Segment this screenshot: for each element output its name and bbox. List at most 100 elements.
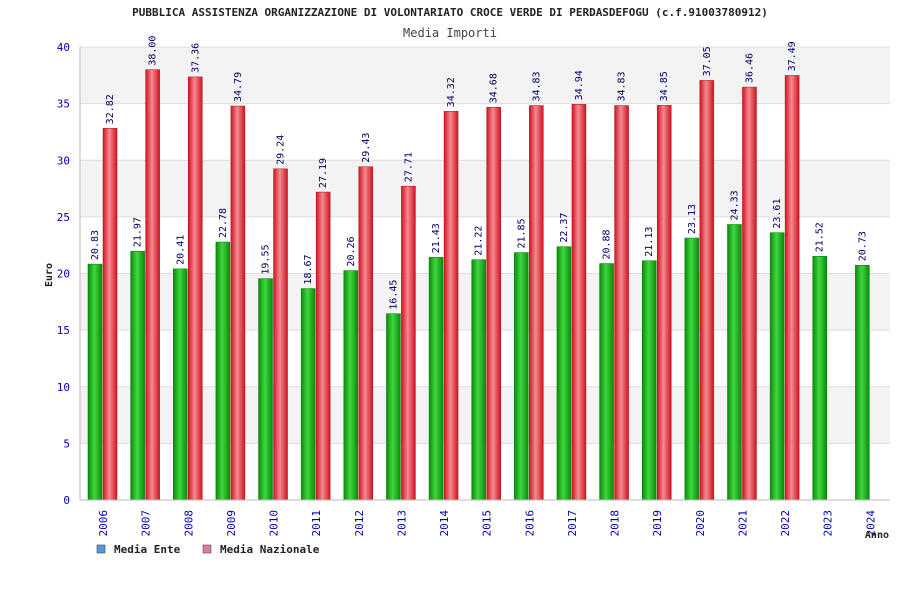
value-label-media-ente-2013: 16.45 bbox=[388, 280, 399, 310]
value-label-media-nazionale-2013: 27.71 bbox=[403, 152, 414, 182]
value-label-media-ente-2012: 20.26 bbox=[346, 236, 357, 266]
y-tick-label: 40 bbox=[57, 41, 70, 54]
bar-media-nazionale-2020 bbox=[699, 80, 715, 501]
x-tick-label-2006: 2006 bbox=[97, 510, 110, 537]
x-tick-label-2021: 2021 bbox=[736, 510, 749, 537]
value-label-media-nazionale-2011: 27.19 bbox=[318, 158, 329, 188]
value-label-media-ente-2006: 20.83 bbox=[90, 230, 101, 260]
legend-label-media-nazionale: Media Nazionale bbox=[220, 543, 320, 556]
x-axis-label: Anno bbox=[865, 530, 889, 541]
y-tick-label: 25 bbox=[57, 211, 70, 224]
value-label-media-ente-2015: 21.22 bbox=[474, 226, 485, 256]
bar-media-ente-2019 bbox=[641, 260, 657, 501]
bar-media-ente-2018 bbox=[599, 263, 614, 501]
value-label-media-nazionale-2009: 34.79 bbox=[233, 72, 244, 102]
bar-media-ente-2017 bbox=[556, 246, 572, 501]
bar-media-ente-2011 bbox=[300, 288, 316, 501]
axes bbox=[79, 47, 890, 501]
x-tick-label-2007: 2007 bbox=[140, 510, 153, 537]
y-tick-label: 20 bbox=[57, 268, 70, 281]
bar-media-ente-2006 bbox=[87, 263, 103, 501]
y-tick-label: 15 bbox=[57, 324, 70, 337]
bar-media-nazionale-2018 bbox=[614, 105, 629, 501]
value-label-media-ente-2014: 21.43 bbox=[431, 223, 442, 253]
y-tick-label: 10 bbox=[57, 381, 70, 394]
value-label-media-ente-2017: 22.37 bbox=[559, 213, 570, 243]
bar-media-ente-2023 bbox=[812, 256, 827, 501]
value-label-media-ente-2008: 20.41 bbox=[175, 235, 186, 265]
bar-media-ente-2009 bbox=[215, 241, 231, 501]
bar-media-ente-2024 bbox=[855, 264, 870, 501]
bar-media-ente-2016 bbox=[514, 252, 529, 501]
bar-media-nazionale-2010 bbox=[273, 168, 288, 501]
x-tick-label-2017: 2017 bbox=[566, 510, 579, 537]
x-tick-label-2015: 2015 bbox=[481, 510, 494, 537]
value-label-media-ente-2018: 20.88 bbox=[602, 229, 613, 259]
y-tick-label: 0 bbox=[63, 494, 70, 507]
y-tick-label: 30 bbox=[57, 154, 70, 167]
bar-media-nazionale-2011 bbox=[315, 191, 331, 501]
x-tick-label-2019: 2019 bbox=[651, 510, 664, 537]
value-label-media-nazionale-2010: 29.24 bbox=[276, 135, 287, 165]
bar-media-nazionale-2008 bbox=[188, 76, 203, 501]
value-label-media-ente-2010: 19.55 bbox=[261, 244, 272, 274]
x-tick-label-2010: 2010 bbox=[268, 510, 281, 537]
bar-media-nazionale-2019 bbox=[656, 105, 672, 501]
x-tick-label-2012: 2012 bbox=[353, 510, 366, 537]
value-label-media-nazionale-2022: 37.49 bbox=[787, 41, 798, 71]
bar-media-ente-2010 bbox=[258, 278, 273, 501]
y-tick-label: 35 bbox=[57, 98, 70, 111]
bar-media-nazionale-2015 bbox=[486, 106, 501, 501]
value-label-media-ente-2022: 23.61 bbox=[772, 199, 783, 229]
x-tick-label-2024: 2024 bbox=[864, 510, 877, 537]
bar-media-ente-2014 bbox=[428, 257, 444, 501]
bar-media-nazionale-2012 bbox=[358, 166, 374, 501]
x-tick-label-2020: 2020 bbox=[694, 510, 707, 537]
bar-media-nazionale-2017 bbox=[571, 104, 587, 501]
bar-media-nazionale-2016 bbox=[529, 105, 544, 501]
bar-media-nazionale-2006 bbox=[102, 128, 118, 501]
value-label-media-nazionale-2006: 32.82 bbox=[105, 94, 116, 124]
bar-media-ente-2007 bbox=[130, 250, 145, 501]
legend-swatch-media-nazionale bbox=[202, 544, 212, 554]
value-label-media-nazionale-2016: 34.83 bbox=[531, 71, 542, 101]
value-label-media-ente-2019: 21.13 bbox=[644, 227, 655, 257]
value-label-media-nazionale-2019: 34.85 bbox=[659, 71, 670, 101]
y-tick-labels: 0 5 10 15 20 25 30 35 40 bbox=[57, 41, 70, 507]
bar-media-ente-2013 bbox=[386, 313, 401, 501]
value-label-media-ente-2023: 21.52 bbox=[815, 222, 826, 252]
x-tick-labels: 2006 2007 2008 2009 2010 2011 2012 2013 2014 2015… bbox=[97, 510, 877, 537]
x-tick-label-2011: 2011 bbox=[310, 510, 323, 537]
x-tick-label-2014: 2014 bbox=[438, 510, 451, 537]
bar-media-nazionale-2021 bbox=[742, 86, 757, 501]
value-label-media-nazionale-2018: 34.83 bbox=[617, 71, 628, 101]
bar-media-ente-2008 bbox=[173, 268, 188, 501]
y-axis-label: Euro bbox=[44, 263, 55, 287]
bar-media-nazionale-2014 bbox=[443, 111, 459, 501]
value-label-media-nazionale-2021: 36.46 bbox=[744, 53, 755, 83]
value-label-media-ente-2007: 21.97 bbox=[133, 217, 144, 247]
value-labels: 20.83 32.82 21.97 38.00 20.41 37.36 22.78 34.79… bbox=[90, 36, 868, 310]
x-tick-label-2013: 2013 bbox=[395, 510, 408, 537]
legend-swatch-media-ente bbox=[96, 544, 106, 554]
value-label-media-ente-2011: 18.67 bbox=[303, 254, 314, 284]
bar-media-ente-2021 bbox=[727, 224, 742, 501]
bar-media-ente-2012 bbox=[343, 270, 359, 501]
x-tick-label-2022: 2022 bbox=[779, 510, 792, 537]
value-label-media-ente-2016: 21.85 bbox=[516, 218, 527, 248]
legend: Media Ente Media Nazionale bbox=[96, 543, 320, 556]
bar-media-ente-2020 bbox=[684, 237, 700, 501]
x-tick-label-2016: 2016 bbox=[523, 510, 536, 537]
bar-media-nazionale-2009 bbox=[230, 105, 246, 501]
x-tick-label-2023: 2023 bbox=[822, 510, 835, 537]
bar-media-nazionale-2022 bbox=[784, 75, 800, 501]
x-tick-label-2009: 2009 bbox=[225, 510, 238, 537]
value-label-media-nazionale-2015: 34.68 bbox=[489, 73, 500, 103]
bar-media-ente-2022 bbox=[769, 232, 785, 501]
value-label-media-ente-2020: 23.13 bbox=[687, 204, 698, 234]
value-label-media-nazionale-2008: 37.36 bbox=[190, 43, 201, 73]
value-label-media-nazionale-2017: 34.94 bbox=[574, 70, 585, 100]
value-label-media-ente-2021: 24.33 bbox=[729, 190, 740, 220]
bar-media-ente-2015 bbox=[471, 259, 486, 501]
